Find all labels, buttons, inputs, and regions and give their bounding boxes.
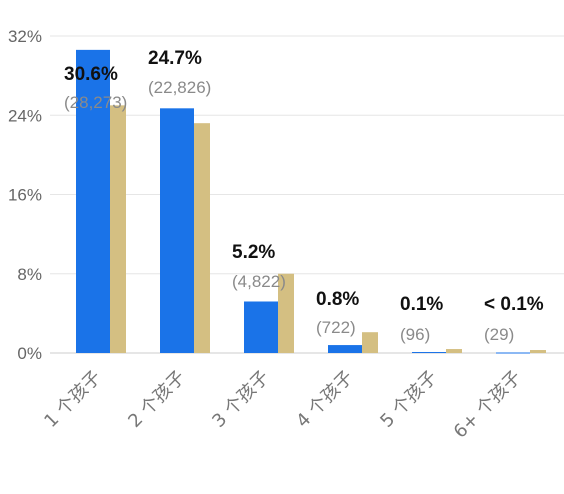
y-tick-label: 8% — [17, 265, 42, 284]
x-category-label: 5 个孩子 — [376, 367, 441, 432]
bar-series-1 — [496, 352, 530, 354]
bar-series-1 — [76, 49, 110, 354]
bar-series-2 — [110, 105, 126, 353]
bar-series-2 — [530, 350, 546, 353]
bar-count-label: (28,273) — [64, 93, 127, 112]
bar-series-2 — [194, 123, 210, 353]
bar-series-1 — [160, 108, 194, 353]
bar-series-1 — [328, 345, 362, 353]
bar-count-label: (4,822) — [232, 272, 286, 291]
bar-series-2 — [446, 349, 462, 353]
bar-count-label: (22,826) — [148, 78, 211, 97]
bar-count-label: (96) — [400, 325, 430, 344]
bar-percent-label: 5.2% — [232, 242, 275, 263]
bars — [76, 49, 546, 354]
bar-count-label: (29) — [484, 325, 514, 344]
x-category-label: 1 个孩子 — [40, 367, 105, 432]
bar-series-2 — [362, 332, 378, 353]
y-tick-label: 0% — [17, 344, 42, 363]
bar-percent-label: 0.8% — [316, 289, 359, 310]
x-category-label: 2 个孩子 — [124, 367, 189, 432]
x-category-label: 4 个孩子 — [292, 367, 357, 432]
y-tick-label: 24% — [8, 106, 42, 125]
bar-percent-label: 30.6% — [64, 64, 118, 85]
bar-percent-label: 24.7% — [148, 48, 202, 69]
bar-series-2 — [278, 273, 294, 353]
x-category-label: 6+ 个孩子 — [450, 367, 526, 443]
y-tick-label: 32% — [8, 27, 42, 46]
y-tick-label: 16% — [8, 186, 42, 205]
bar-series-1 — [412, 352, 446, 354]
y-axis: 0% 8% 16% 24% 32% — [8, 27, 42, 363]
grid-lines — [50, 35, 564, 354]
bar-series-1 — [244, 301, 278, 353]
x-axis: 1 个孩子 2 个孩子 3 个孩子 4 个孩子 5 个孩子 6+ 个孩子 — [40, 367, 525, 443]
bar-percent-label: < 0.1% — [484, 294, 544, 315]
x-category-label: 3 个孩子 — [208, 367, 273, 432]
bar-percent-label: 0.1% — [400, 294, 443, 315]
data-labels: 30.6% (28,273) 24.7% (22,826) 5.2% (4,822) 0.8… — [64, 48, 544, 344]
bar-count-label: (722) — [316, 318, 356, 337]
